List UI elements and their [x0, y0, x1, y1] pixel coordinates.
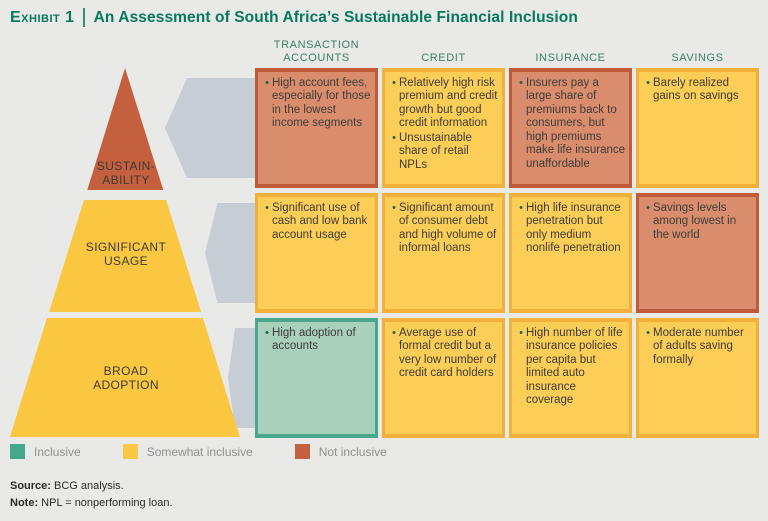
bullet-icon: •: [519, 202, 523, 214]
source-label: Source:: [10, 480, 51, 492]
bullet-item: • High life insurance penetration but onl…: [516, 202, 626, 256]
pyramid-label-line: BROAD: [103, 364, 149, 378]
cell-sustainability-credit: • Relatively high risk premium and credit…: [382, 68, 505, 188]
bullet-icon: •: [265, 202, 269, 214]
bullet-text: High number of life insurance policies p…: [526, 327, 623, 407]
bullet-item: • High adoption of accounts: [262, 327, 372, 354]
bullet-item: • Average use of formal credit but a very…: [389, 327, 499, 381]
bullet-item: • Relatively high risk premium and credit…: [389, 77, 499, 131]
pyramid-label-line: ADOPTION: [93, 378, 159, 393]
column-header-insurance: INSURANCE: [535, 52, 606, 65]
bullet-text: Average use of formal credit but a very …: [399, 327, 497, 380]
bullet-text: Unsustainable share of retail NPLs: [399, 131, 472, 171]
source-line: Source: BCG analysis.: [10, 478, 173, 495]
bullet-item: • Significant use of cash and low bank ac…: [262, 202, 372, 242]
bullet-item: • Insurers pay a large share of premiums …: [516, 77, 626, 171]
cell-sustainability-savings: • Barely realized gains on savings: [636, 68, 759, 188]
pyramid-level-broad-adoption: [9, 318, 240, 437]
bullet-icon: •: [392, 77, 396, 89]
cell-broad-adoption-savings: • Moderate number of adults saving formal…: [636, 318, 759, 438]
legend-swatch-somewhat-inclusive: [122, 444, 138, 459]
pyramid-label-line: SIGNIFICANT: [85, 240, 167, 254]
legend-label: Inclusive: [34, 444, 81, 459]
cell-broad-adoption-transaction-accounts: • High adoption of accounts: [255, 318, 378, 438]
bullet-icon: •: [265, 327, 269, 339]
bullet-text: Savings levels among lowest in the world: [653, 202, 737, 241]
legend-item-not-inclusive: Not inclusive: [294, 444, 387, 459]
pyramid-label-line: SUSTAIN-: [96, 159, 156, 173]
bullet-text: Significant amount of consumer debt and …: [399, 202, 497, 255]
bullet-icon: •: [265, 77, 269, 89]
cell-sustainability-transaction-accounts: • High account fees, especially for those…: [255, 68, 378, 188]
assessment-grid: • High account fees, especially for those…: [255, 68, 759, 438]
column-headers: TRANSACTION ACCOUNTS CREDIT INSURANCE SAVIN…: [255, 34, 759, 66]
bullet-text: High adoption of accounts: [272, 327, 356, 353]
bullet-item: • Barely realized gains on savings: [643, 77, 753, 104]
cell-broad-adoption-credit: • Average use of formal credit but a very…: [382, 318, 505, 438]
legend-label: Not inclusive: [318, 444, 387, 459]
pyramid-label-line: ABILITY: [102, 173, 150, 188]
bullet-item: • Significant amount of consumer debt and…: [389, 202, 499, 256]
pyramid-label-significant-usage: SIGNIFICANT USAGE: [8, 240, 244, 269]
cell-broad-adoption-insurance: • High number of life insurance policies …: [509, 318, 632, 438]
bullet-text: High account fees, especially for those …: [272, 77, 371, 130]
bullet-item: • Unsustainable share of retail NPLs: [389, 132, 499, 172]
bullet-icon: •: [519, 77, 523, 89]
bullet-text: High life insurance penetration but only…: [526, 202, 621, 255]
note-text: NPL = nonperforming loan.: [38, 496, 173, 509]
bullet-icon: •: [392, 202, 396, 214]
footer: Source: BCG analysis. Note: NPL = nonper…: [10, 478, 173, 511]
cell-significant-usage-savings: • Savings levels among lowest in the worl…: [636, 193, 759, 313]
bullet-item: • High number of life insurance policies …: [516, 327, 626, 408]
bullet-icon: •: [519, 327, 523, 339]
legend-item-inclusive: Inclusive: [10, 444, 81, 459]
exhibit-title: Exhibit 1 An Assessment of South Africa’…: [10, 8, 578, 27]
bullet-icon: •: [646, 327, 650, 339]
legend: Inclusive Somewhat inclusive Not inclusive: [10, 444, 429, 459]
legend-label: Somewhat inclusive: [146, 444, 253, 459]
legend-swatch-not-inclusive: [294, 444, 310, 459]
cell-significant-usage-insurance: • High life insurance penetration but onl…: [509, 193, 632, 313]
note-line: Note: NPL = nonperforming loan.: [10, 495, 173, 512]
column-header-savings: SAVINGS: [671, 52, 724, 65]
pyramid-label-broad-adoption: BROAD ADOPTION: [8, 364, 244, 393]
bullet-item: • Savings levels among lowest in the worl…: [643, 202, 753, 242]
legend-item-somewhat-inclusive: Somewhat inclusive: [122, 444, 253, 459]
cell-significant-usage-transaction-accounts: • Significant use of cash and low bank ac…: [255, 193, 378, 313]
legend-swatch-inclusive: [10, 444, 25, 459]
bullet-icon: •: [392, 327, 396, 339]
pyramid-label-sustainability: SUSTAIN- ABILITY: [8, 159, 244, 188]
pyramid-label-line: USAGE: [103, 254, 148, 269]
cell-significant-usage-credit: • Significant amount of consumer debt and…: [382, 193, 505, 313]
exhibit-label: Exhibit 1: [10, 8, 75, 26]
bullet-item: • High account fees, especially for those…: [262, 77, 372, 131]
bullet-icon: •: [392, 131, 396, 144]
bullet-icon: •: [646, 77, 650, 89]
bullet-text: Relatively high risk premium and credit …: [399, 77, 498, 130]
cell-sustainability-insurance: • Insurers pay a large share of premiums …: [509, 68, 632, 188]
bullet-text: Moderate number of adults saving formall…: [653, 327, 744, 366]
bullet-item: • Moderate number of adults saving formal…: [643, 327, 753, 367]
source-text: BCG analysis.: [50, 480, 124, 492]
bullet-icon: •: [646, 202, 650, 214]
note-label: Note:: [10, 496, 39, 509]
connector-chevron-sustainability: [165, 78, 257, 178]
bullet-text: Barely realized gains on savings: [653, 77, 739, 103]
exhibit-title-text: An Assessment of South Africa’s Sustaina…: [93, 8, 578, 26]
bullet-text: Significant use of cash and low bank acc…: [272, 202, 368, 241]
connector-chevron-significant-usage: [205, 203, 257, 303]
column-header-transaction-accounts: TRANSACTION ACCOUNTS: [273, 38, 360, 65]
column-header-credit: CREDIT: [421, 52, 466, 65]
pyramid: SUSTAIN- ABILITY SIGNIFICANT USAGE BROAD…: [8, 68, 244, 437]
connector-chevron-broad-adoption: [228, 328, 257, 428]
bullet-text: Insurers pay a large share of premiums b…: [526, 77, 626, 170]
title-divider: [82, 8, 85, 27]
